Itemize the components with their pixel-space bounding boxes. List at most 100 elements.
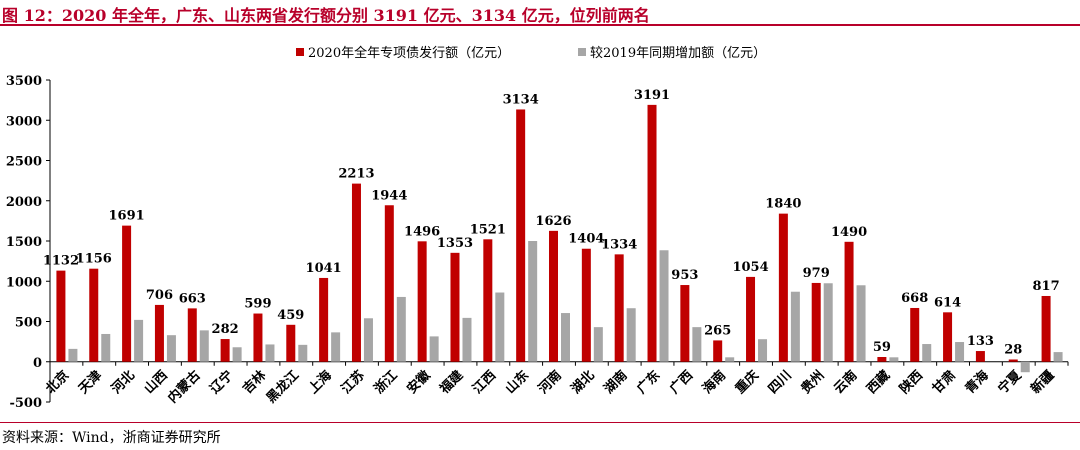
x-tick-label: 山西 — [141, 367, 171, 397]
data-label-series1: 1353 — [437, 236, 473, 251]
x-tick-label: 海南 — [699, 367, 729, 397]
data-label-series1: 265 — [704, 323, 731, 338]
x-tick-label: 湖北 — [569, 368, 598, 397]
data-label-series1: 1490 — [831, 225, 867, 240]
bar-series2 — [134, 319, 144, 362]
data-label-series1: 1691 — [109, 209, 145, 224]
data-label-series1: 953 — [671, 268, 698, 283]
y-tick-label: 2500 — [6, 155, 42, 170]
x-tick-label: 福建 — [436, 367, 466, 397]
y-tick-label: 0 — [33, 356, 42, 371]
data-label-series1: 1944 — [371, 188, 407, 203]
y-tick-label: 3000 — [6, 114, 42, 129]
y-tick-label: 1000 — [6, 275, 42, 290]
legend-label-series2: 较2019年同期增加额（亿元） — [590, 46, 766, 61]
bar-series2 — [462, 317, 472, 362]
bar-series1 — [483, 239, 493, 362]
x-tick-label: 河南 — [535, 367, 565, 397]
x-tick-label: 青海 — [962, 367, 992, 397]
bar-series2 — [265, 344, 275, 362]
bar-series2 — [856, 285, 866, 362]
data-label-series1: 59 — [873, 340, 891, 355]
chart-container: 2020年全年专项债发行额（亿元） 较2019年同期增加额（亿元） -500 0 5… — [0, 30, 1080, 420]
legend: 2020年全年专项债发行额（亿元） 较2019年同期增加额（亿元） — [296, 45, 766, 61]
data-label-series1: 1132 — [43, 254, 79, 269]
bar-series2 — [331, 332, 341, 362]
data-label-series1: 1521 — [470, 222, 506, 237]
bar-series2 — [495, 292, 505, 362]
bar-series1 — [220, 339, 230, 362]
bar-series1 — [154, 304, 164, 362]
data-label-series1: 28 — [1004, 342, 1022, 357]
bar-series1 — [384, 205, 394, 362]
x-tick-label: 上海 — [305, 367, 335, 397]
bar-series2 — [758, 339, 768, 362]
data-label-series1: 979 — [803, 266, 830, 281]
bar-series1 — [910, 307, 920, 362]
x-tick-label: 云南 — [831, 367, 861, 397]
data-label-series1: 1041 — [306, 261, 342, 276]
data-label-series1: 599 — [244, 297, 271, 312]
bar-series2 — [626, 308, 636, 362]
x-tick-label: 重庆 — [732, 367, 762, 397]
bar-series1 — [746, 276, 756, 362]
bar-series1 — [943, 312, 953, 362]
data-label-series1: 3191 — [634, 88, 670, 103]
bar-series1 — [1041, 295, 1051, 362]
data-label-series1: 282 — [212, 322, 239, 337]
bar-series1 — [89, 268, 99, 362]
y-tick-label: 500 — [15, 316, 42, 331]
bar-series2 — [199, 330, 209, 362]
bar-series1 — [975, 351, 985, 362]
bar-series1 — [877, 357, 887, 362]
data-label-series1: 817 — [1033, 279, 1060, 294]
legend-swatch-series1 — [296, 48, 304, 56]
data-label-series1: 1054 — [732, 260, 768, 275]
bar-series1 — [581, 248, 591, 362]
x-tick-label: 浙江 — [371, 367, 401, 397]
bar-series1 — [56, 270, 66, 362]
bar-series1 — [778, 213, 788, 362]
data-label-series1: 663 — [179, 291, 206, 306]
x-tick-label: 广西 — [666, 367, 696, 397]
data-label-series1: 1840 — [765, 197, 801, 212]
x-tick-label: 山东 — [502, 367, 532, 397]
bar-series2 — [889, 357, 899, 362]
y-tick-label: -500 — [9, 396, 42, 411]
x-tick-label: 安徽 — [404, 367, 434, 397]
bar-series2 — [725, 357, 735, 362]
bar-series2 — [298, 344, 308, 362]
bar-series1 — [319, 277, 329, 362]
bar-series1 — [811, 282, 821, 362]
bar-series1 — [614, 254, 624, 362]
x-tick-label: 北京 — [43, 367, 73, 397]
bar-series2 — [561, 313, 570, 362]
bar-series1 — [713, 340, 723, 362]
bar-series2 — [429, 336, 439, 362]
source-note: 资料来源：Wind，浙商证券研究所 — [2, 430, 221, 446]
x-tick-label: 广东 — [634, 367, 664, 397]
bar-series1 — [450, 252, 460, 362]
legend-label-series1: 2020年全年专项债发行额（亿元） — [308, 45, 510, 61]
bar-series1 — [286, 324, 296, 362]
bottom-rule — [0, 422, 1080, 423]
bar-series2 — [396, 296, 406, 362]
bar-series2 — [363, 318, 373, 362]
x-tick-label: 吉林 — [240, 367, 270, 397]
bar-series1 — [1008, 359, 1018, 362]
bar-series2 — [593, 327, 603, 362]
bar-series1 — [680, 285, 690, 362]
data-label-series1: 668 — [901, 291, 928, 306]
legend-swatch-series2 — [578, 48, 586, 56]
data-label-series1: 1156 — [76, 252, 112, 267]
x-tick-label: 西藏 — [864, 367, 894, 397]
x-tick-label: 天津 — [75, 367, 105, 397]
bar-chart: 2020年全年专项债发行额（亿元） 较2019年同期增加额（亿元） -500 0 5… — [6, 45, 1069, 411]
y-tick-label: 3500 — [6, 74, 42, 89]
data-label-series1: 3134 — [503, 92, 539, 107]
data-label-series1: 2213 — [338, 167, 374, 182]
bar-series2 — [1053, 352, 1063, 362]
x-tick-label: 四川 — [766, 368, 795, 397]
bar-series2 — [68, 348, 78, 362]
bar-series1 — [647, 104, 657, 362]
